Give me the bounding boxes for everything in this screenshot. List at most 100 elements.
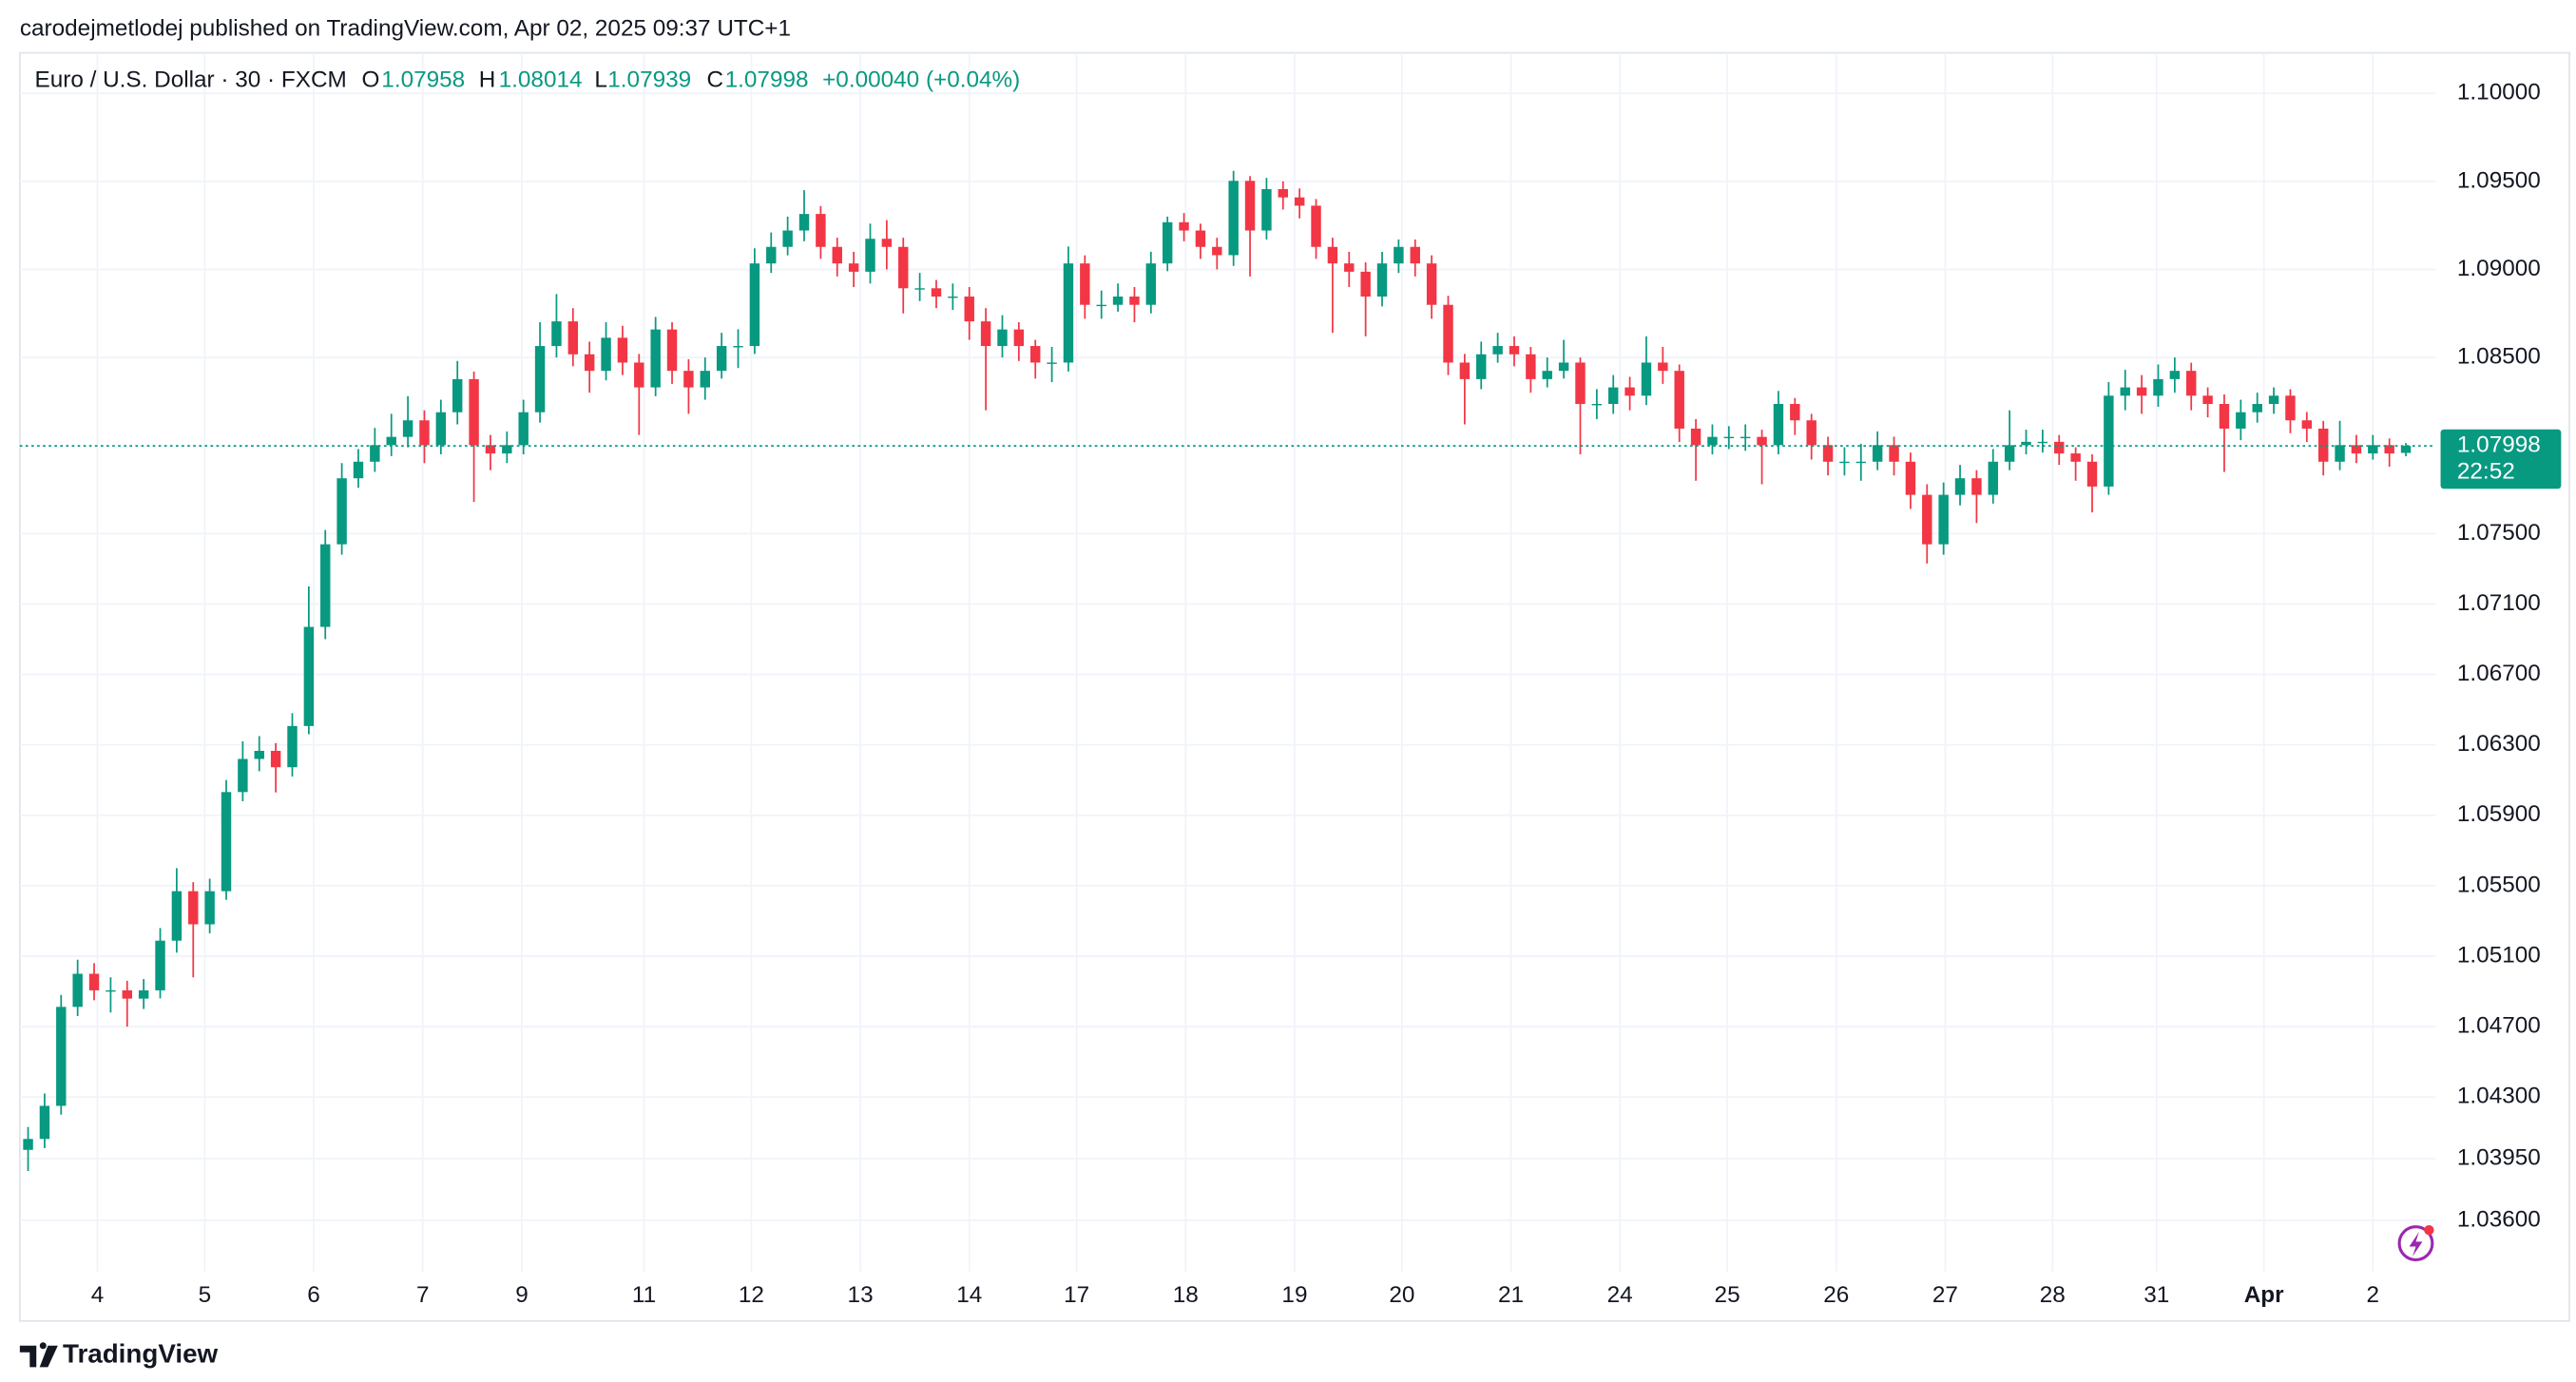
- candle-body: [816, 214, 826, 247]
- candles: [23, 170, 2412, 1172]
- x-tick-label: 25: [1715, 1282, 1740, 1308]
- candle-body: [485, 445, 496, 454]
- candle-body: [1063, 263, 1074, 363]
- candle-body: [1690, 428, 1701, 446]
- candle-body: [1674, 371, 1684, 429]
- candle-body: [1954, 478, 1966, 495]
- candle-body: [2351, 445, 2362, 454]
- candle-body: [56, 1007, 67, 1106]
- candle-body: [2120, 387, 2130, 396]
- x-tick-label: 17: [1064, 1282, 1089, 1308]
- y-tick-label: 1.05100: [2457, 942, 2541, 968]
- candle-body: [1740, 436, 1751, 439]
- candle-body: [1376, 263, 1388, 297]
- candle-body: [1624, 387, 1635, 396]
- candle-body: [948, 296, 958, 298]
- candle-body: [1179, 221, 1189, 231]
- candle-body: [584, 354, 595, 372]
- candle-body: [1855, 461, 1867, 464]
- candle-body: [666, 329, 678, 372]
- candle-body: [1443, 304, 1453, 363]
- candle-body: [386, 436, 396, 446]
- x-tick-label: 20: [1389, 1282, 1414, 1308]
- candle-body: [1806, 420, 1817, 446]
- candle-body: [419, 420, 430, 446]
- candle-body: [1773, 404, 1784, 446]
- x-tick-label: 27: [1932, 1282, 1958, 1308]
- candle-body: [1526, 354, 1536, 379]
- grid: [19, 52, 2436, 1272]
- candle-body: [551, 321, 562, 347]
- candle-body: [2021, 441, 2031, 446]
- candle-body: [2236, 412, 2246, 429]
- candle-body: [2368, 445, 2378, 454]
- x-tick-label: 12: [739, 1282, 764, 1308]
- candle-body: [171, 891, 183, 941]
- candle-body: [980, 321, 991, 347]
- candle-body: [1591, 404, 1603, 406]
- candle-body: [1294, 197, 1305, 206]
- candle-body: [2400, 446, 2412, 453]
- x-tick-label: 31: [2143, 1282, 2169, 1308]
- x-tick-label: 19: [1281, 1282, 1307, 1308]
- candle-body: [2252, 404, 2262, 413]
- candle-body: [1509, 346, 1520, 355]
- candle-body: [1872, 445, 1883, 462]
- candle-body: [1757, 436, 1767, 446]
- x-tick-label: 6: [307, 1282, 320, 1308]
- x-tick-label: 2: [2367, 1282, 2380, 1308]
- candle-body: [2285, 395, 2296, 421]
- candle-body: [997, 329, 1008, 347]
- candle-body: [402, 420, 413, 437]
- candle-body: [1096, 304, 1106, 307]
- candle-body: [650, 329, 661, 388]
- candle-body: [898, 246, 909, 289]
- y-tick-label: 1.09500: [2457, 167, 2541, 193]
- y-tick-label: 1.04300: [2457, 1084, 2541, 1109]
- y-tick-label: 1.06700: [2457, 661, 2541, 686]
- candle-body: [270, 750, 281, 768]
- candle-body: [221, 792, 232, 892]
- candle-body: [865, 239, 875, 272]
- candle-body: [2037, 441, 2048, 444]
- candle-body: [238, 758, 248, 793]
- candle-body: [2384, 445, 2394, 454]
- ohlc-value: 1.08014: [499, 67, 583, 93]
- ohlc-value: 1.07939: [607, 67, 691, 93]
- lightning-icon: [2397, 1224, 2434, 1262]
- candle-body: [1311, 205, 1321, 247]
- x-tick-label: 11: [632, 1282, 656, 1308]
- tradingview-logo: TradingView: [19, 1339, 219, 1369]
- ohlc-label: O: [361, 67, 379, 93]
- candle-body: [1790, 404, 1800, 421]
- candle-body: [1938, 494, 1949, 545]
- candle-body: [353, 461, 364, 479]
- candle-body: [2301, 420, 2313, 429]
- y-tick-label: 1.03950: [2457, 1144, 2541, 1170]
- candle-body: [1261, 188, 1272, 231]
- y-tick-label: 1.07500: [2457, 520, 2541, 546]
- candle-body: [567, 321, 579, 355]
- candle-body: [1327, 246, 1338, 264]
- candle-body: [2317, 428, 2329, 462]
- x-tick-label: 13: [848, 1282, 874, 1308]
- x-tick-label: 18: [1173, 1282, 1199, 1308]
- y-tick-label: 1.03600: [2457, 1206, 2541, 1232]
- candle-body: [914, 288, 925, 290]
- candle-body: [782, 230, 793, 247]
- candle-body: [435, 412, 447, 446]
- candle-body: [502, 445, 512, 454]
- candle-body: [2202, 395, 2213, 405]
- candle-body: [39, 1105, 50, 1140]
- candle-body: [452, 378, 463, 413]
- y-tick-label: 1.09000: [2457, 256, 2541, 281]
- candle-body: [601, 337, 611, 372]
- candle-body: [1822, 445, 1834, 462]
- candle-body: [518, 412, 529, 446]
- candle-body: [1030, 346, 1041, 363]
- candle-body: [254, 750, 264, 759]
- ohlc-value: 1.07998: [725, 67, 809, 93]
- candle-body: [1476, 354, 1487, 379]
- candle-body: [1344, 263, 1355, 272]
